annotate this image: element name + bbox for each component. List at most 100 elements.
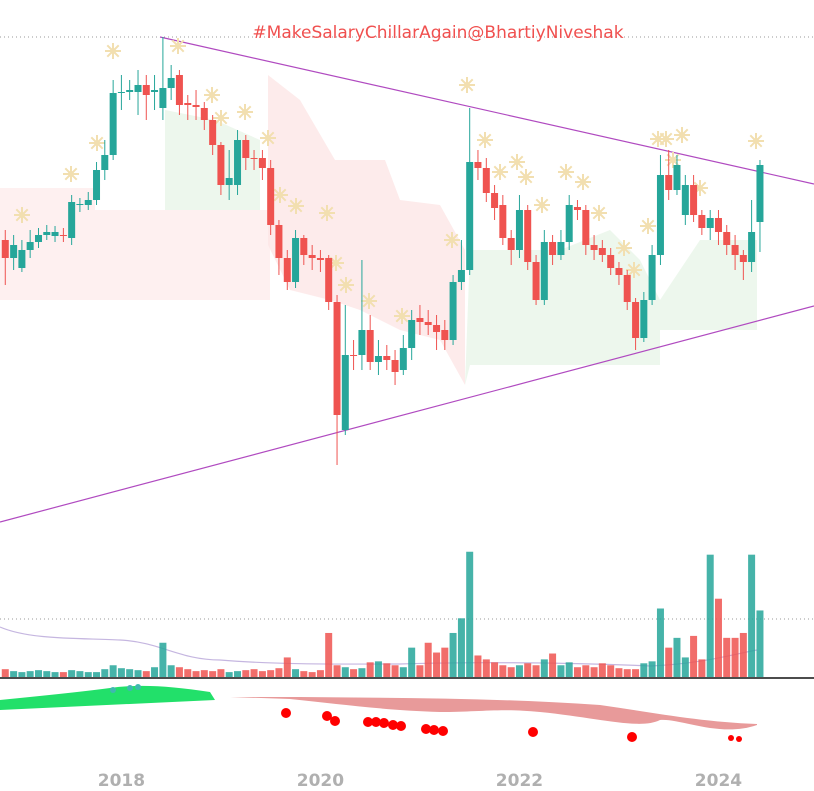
candle-body: [366, 330, 374, 362]
candle-body: [225, 178, 233, 185]
volume-bar: [250, 669, 258, 677]
volume-bar: [200, 670, 208, 677]
candle-body: [640, 300, 648, 338]
volume-bar: [267, 670, 275, 677]
candle-body: [117, 92, 125, 93]
candle-body: [706, 218, 714, 228]
volume-bar: [117, 668, 125, 677]
candle-body: [408, 320, 416, 348]
volume-bar: [192, 671, 200, 677]
candle-body: [507, 238, 515, 250]
volume-bar: [499, 665, 507, 677]
volume-bar: [283, 657, 291, 677]
volume-bar: [607, 665, 615, 677]
candle-body: [731, 245, 739, 255]
volume-bar: [18, 672, 26, 677]
volume-bar: [234, 671, 242, 677]
candle-body: [84, 200, 92, 205]
candle-body: [126, 90, 134, 92]
candle-body: [457, 270, 465, 282]
volume-bar: [466, 551, 474, 677]
candle-body: [258, 158, 266, 168]
volume-bar: [51, 672, 59, 677]
candle-body: [598, 248, 606, 255]
volume-bar: [515, 665, 523, 677]
candle-body: [632, 302, 640, 338]
volume-bar: [673, 637, 681, 677]
volume-bar: [690, 635, 698, 677]
cloud: [0, 188, 270, 300]
volume-bar: [258, 671, 266, 677]
candle-body: [739, 255, 747, 262]
candle-body: [192, 105, 200, 107]
volume-bar: [333, 665, 341, 677]
volume-bar: [167, 665, 175, 677]
volume-bar: [714, 598, 722, 677]
candle-body: [590, 245, 598, 250]
candle-body: [101, 155, 109, 170]
candle-body: [68, 202, 76, 238]
candle-body: [333, 302, 341, 415]
volume-bar: [59, 672, 67, 677]
candle-body: [308, 255, 316, 258]
candle-body: [698, 215, 706, 228]
volume-bar: [640, 663, 648, 677]
candle-body: [474, 162, 482, 168]
volume-bar: [341, 667, 349, 677]
candle-body: [10, 245, 18, 258]
candle-body: [109, 93, 117, 155]
candle-body: [607, 255, 615, 268]
candle-body: [59, 235, 67, 236]
volume-bar: [350, 669, 358, 677]
candle-body: [524, 210, 532, 262]
candle-body: [350, 355, 358, 356]
x-tick-label: 2020: [297, 771, 344, 791]
candle-body: [673, 165, 681, 190]
candle-body: [433, 325, 441, 332]
volume-bar: [549, 653, 557, 677]
volume-bar: [474, 655, 482, 677]
volume-bar: [665, 647, 673, 677]
volume-bar: [76, 671, 84, 677]
volume-bar: [225, 672, 233, 677]
cloud: [268, 75, 465, 385]
volume-bar: [358, 668, 366, 677]
candle-body: [391, 360, 399, 372]
volume-bar: [109, 665, 117, 677]
candle-body: [35, 235, 43, 242]
oscillator-negative: [230, 697, 757, 730]
volume-bar: [209, 671, 217, 677]
volume-bar: [399, 667, 407, 677]
candle-body: [93, 170, 101, 200]
volume-bar: [756, 610, 764, 677]
volume-bar: [573, 667, 581, 677]
candle-body: [159, 88, 167, 108]
volume-bar: [43, 671, 51, 677]
volume-bar: [540, 659, 548, 677]
volume-bar: [598, 663, 606, 677]
oscillator-positive: [0, 685, 215, 710]
candle-body: [714, 218, 722, 232]
volume-bar: [507, 667, 515, 677]
candle-body: [18, 250, 26, 268]
volume-bar: [217, 669, 225, 677]
candle-body: [615, 268, 623, 275]
volume-bar: [93, 672, 101, 677]
volume-bar: [300, 671, 308, 677]
x-tick-label: 2022: [496, 771, 543, 791]
volume-bar: [739, 632, 747, 677]
x-tick-label: 2018: [98, 771, 145, 791]
volume-bar: [308, 672, 316, 677]
volume-bar: [134, 670, 142, 677]
volume-bar: [491, 662, 499, 677]
candle-body: [43, 232, 51, 235]
volume-bar: [449, 632, 457, 677]
volume-bar: [366, 662, 374, 677]
candle-body: [557, 242, 565, 255]
candle-body: [532, 262, 540, 300]
volume-ma: [0, 626, 758, 667]
volume-bar: [482, 659, 490, 677]
candle-body: [242, 140, 250, 158]
candle-body: [51, 232, 59, 236]
